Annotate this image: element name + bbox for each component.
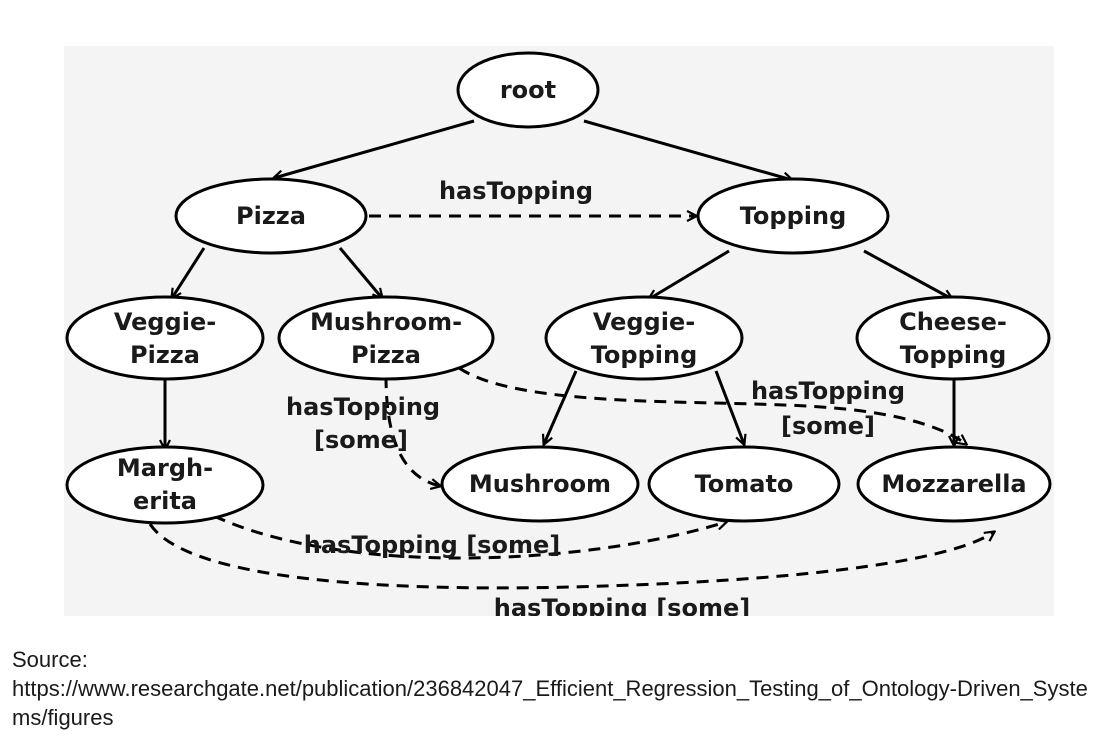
edge-veggietopping-mushroom [544, 370, 578, 444]
ontology-diagram: hasTopping hasTopping [some] hasTopping … [64, 46, 1054, 616]
label-margherita-mozzarella: hasTopping [some] [494, 594, 750, 616]
label-mushroompizza-mozzarella: hasTopping [some] [751, 377, 905, 440]
label-mushroompizza-mushroom-line-1: hasTopping [286, 393, 440, 421]
node-mozzarella-label: Mozzarella [881, 470, 1026, 498]
node-veggie-topping-line-1: Veggie- [593, 308, 695, 336]
edge-mushroompizza-hastopping-mozzarella [458, 366, 966, 444]
node-topping-label: Topping [740, 202, 847, 230]
node-mozzarella: Mozzarella [856, 445, 1052, 523]
node-mushroom-pizza-line-1: Mushroom- [310, 308, 462, 336]
edge-root-topping [583, 119, 792, 180]
label-mushroompizza-mozzarella-line-2: [some] [781, 412, 875, 440]
edge-mushroompizza-hastopping-mushroom [384, 375, 440, 486]
edge-topping-veggietopping [649, 249, 730, 299]
node-root-label: root [500, 76, 556, 104]
node-topping: Topping [696, 177, 890, 255]
edge-pizza-mushroompizza [338, 247, 382, 298]
edge-pizza-veggiepizza [172, 247, 206, 298]
edge-margherita-hastopping-mozzarella [148, 523, 994, 590]
node-mushroom-pizza-line-2: Pizza [351, 341, 421, 369]
edge-topping-cheesetopping [863, 249, 952, 299]
node-pizza: Pizza [174, 177, 368, 255]
node-mushroom-label: Mushroom [469, 470, 611, 498]
node-tomato: Tomato [647, 445, 841, 523]
edge-margherita-hastopping-tomato [213, 514, 726, 560]
node-margherita-line-1: Margh- [117, 454, 213, 482]
label-margherita-tomato: hasTopping [some] [304, 531, 560, 559]
label-mushroompizza-mozzarella-line-1: hasTopping [751, 377, 905, 405]
node-mushroom-pizza: Mushroom- Pizza [277, 295, 495, 381]
node-pizza-label: Pizza [236, 202, 306, 230]
node-veggie-topping: Veggie- Topping [544, 295, 744, 381]
node-veggie-pizza-line-1: Veggie- [114, 308, 216, 336]
source-label: Source: [12, 647, 88, 672]
label-pizza-topping-line-1: hasTopping [439, 177, 593, 205]
node-cheese-topping-line-1: Cheese- [899, 308, 1007, 336]
edge-veggietopping-tomato [714, 370, 744, 444]
node-veggie-topping-line-2: Topping [591, 341, 698, 369]
label-margherita-mozzarella-line-1: hasTopping [some] [494, 594, 750, 616]
node-tomato-label: Tomato [695, 470, 794, 498]
node-root: root [456, 51, 600, 129]
edge-root-pizza [274, 119, 475, 178]
diagram-canvas: hasTopping hasTopping [some] hasTopping … [65, 51, 1052, 616]
source-caption: Source: https://www.researchgate.net/pub… [12, 645, 1092, 732]
node-cheese-topping: Cheese- Topping [855, 295, 1051, 381]
node-veggie-pizza: Veggie- Pizza [65, 295, 265, 381]
label-mushroompizza-mushroom-line-2: [some] [314, 426, 408, 454]
node-mushroom: Mushroom [440, 445, 640, 523]
node-cheese-topping-line-2: Topping [900, 341, 1007, 369]
label-pizza-topping: hasTopping [439, 177, 593, 205]
source-url: https://www.researchgate.net/publication… [12, 676, 1088, 730]
node-margherita: Margh- erita [65, 445, 265, 525]
node-veggie-pizza-line-2: Pizza [130, 341, 200, 369]
label-mushroompizza-mushroom: hasTopping [some] [286, 393, 440, 454]
label-margherita-tomato-line-1: hasTopping [some] [304, 531, 560, 559]
node-margherita-line-2: erita [133, 487, 197, 515]
